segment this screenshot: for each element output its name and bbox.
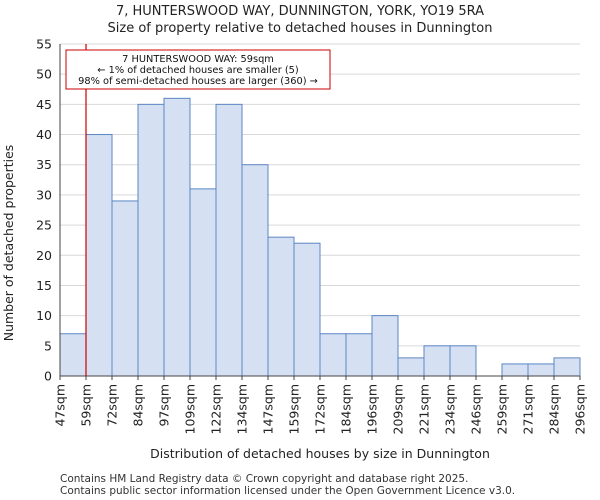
x-tick-label: 159sqm — [287, 384, 302, 434]
bar — [423, 345, 451, 377]
y-tick-label: 55 — [36, 37, 52, 52]
bar — [241, 164, 269, 377]
bar — [59, 333, 87, 377]
x-tick-label: 122sqm — [209, 384, 224, 434]
annotation-box — [65, 49, 331, 90]
bar — [319, 333, 347, 377]
x-tick-label: 184sqm — [339, 384, 354, 434]
footer-line-2: Contains public sector information licen… — [60, 485, 516, 497]
y-tick-label: 45 — [36, 97, 52, 112]
y-tick-label: 10 — [36, 308, 52, 323]
x-tick-label: 221sqm — [417, 384, 432, 434]
y-tick-label: 25 — [36, 218, 52, 233]
property-marker: 7 HUNTERSWOOD WAY: 59sqm← 1% of detached… — [65, 44, 331, 376]
x-tick-label: 259sqm — [495, 384, 510, 434]
x-axis-label: Distribution of detached houses by size … — [150, 446, 490, 461]
x-tick-label: 234sqm — [443, 384, 458, 434]
bar — [293, 242, 321, 377]
annotation-line3: 98% of semi-detached houses are larger (… — [78, 76, 318, 87]
y-axis-label: Number of detached properties — [1, 145, 16, 342]
x-tick-label: 271sqm — [521, 384, 536, 434]
bar — [397, 357, 425, 377]
annotation-line1: 7 HUNTERSWOOD WAY: 59sqm — [122, 54, 274, 65]
bar — [371, 315, 399, 377]
bars — [59, 97, 581, 377]
bar — [111, 200, 139, 377]
bar — [345, 333, 373, 377]
y-tick-label: 50 — [36, 67, 52, 82]
x-tick-label: 47sqm — [53, 384, 68, 427]
x-tick-label: 296sqm — [573, 384, 588, 434]
y-tick-labels: 0 5 10 15 20 25 30 35 40 45 50 55 — [36, 37, 52, 384]
x-tick-label: 172sqm — [313, 384, 328, 434]
x-tick-label: 284sqm — [547, 384, 562, 434]
x-tick-labels: 47sqm 59sqm 72sqm 84sqm 97sqm 109sqm 122sqm 134… — [53, 376, 588, 434]
x-tick-label: 134sqm — [235, 384, 250, 434]
annotation-line2: ← 1% of detached houses are smaller (5) — [97, 65, 298, 76]
bar — [189, 188, 217, 377]
bar — [85, 134, 113, 377]
x-tick-label: 147sqm — [261, 384, 276, 434]
x-tick-label: 72sqm — [105, 384, 120, 427]
y-tick-label: 15 — [36, 278, 52, 293]
bar — [527, 363, 555, 377]
bar — [163, 97, 191, 377]
x-tick-label: 97sqm — [157, 384, 172, 427]
x-tick-label: 246sqm — [469, 384, 484, 434]
footer-line-1: Contains HM Land Registry data © Crown c… — [60, 473, 469, 485]
bar — [553, 357, 581, 377]
bar — [449, 345, 477, 377]
chart-subtitle: Size of property relative to detached ho… — [107, 21, 493, 36]
y-tick-label: 0 — [44, 369, 52, 384]
bar — [501, 363, 529, 377]
bar — [215, 103, 243, 377]
x-tick-label: 196sqm — [365, 384, 380, 434]
bar — [137, 103, 165, 377]
y-tick-label: 40 — [36, 127, 52, 142]
y-tick-label: 5 — [44, 338, 52, 353]
x-tick-label: 59sqm — [79, 384, 94, 427]
y-tick-label: 35 — [36, 157, 52, 172]
bar — [267, 236, 295, 377]
y-tick-label: 20 — [36, 248, 52, 263]
x-tick-label: 84sqm — [131, 384, 146, 427]
x-tick-label: 209sqm — [391, 384, 406, 434]
y-tick-label: 30 — [36, 187, 52, 202]
chart-title: 7, HUNTERSWOOD WAY, DUNNINGTON, YORK, YO… — [115, 4, 485, 19]
x-tick-label: 109sqm — [183, 384, 198, 434]
